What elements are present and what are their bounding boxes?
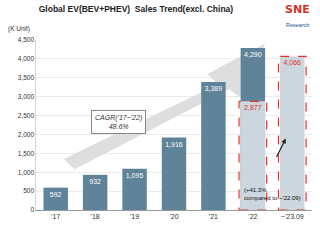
svg-text:'19: '19 — [130, 213, 139, 220]
svg-text:SNE: SNE — [285, 3, 310, 16]
svg-text:'17: '17 — [51, 213, 60, 220]
svg-text:3,000: 3,000 — [18, 93, 35, 100]
svg-text:'20: '20 — [169, 213, 178, 220]
svg-text:500: 500 — [23, 187, 34, 194]
svg-text:2,877: 2,877 — [244, 104, 262, 111]
svg-text:(+41.3%compared to ~'22.09): (+41.3%compared to ~'22.09) — [244, 187, 301, 201]
svg-text:3,389: 3,389 — [205, 85, 223, 92]
svg-text:Global EV(BEV+PHEV) Sales Tre: Global EV(BEV+PHEV) Sales Trend(excl. Ch… — [39, 4, 234, 14]
svg-text:2,000: 2,000 — [18, 131, 35, 138]
svg-text:4,000: 4,000 — [18, 55, 35, 62]
svg-text:'18: '18 — [91, 213, 100, 220]
svg-text:1,095: 1,095 — [126, 172, 144, 179]
svg-text:1,916: 1,916 — [165, 141, 183, 148]
svg-text:'21: '21 — [209, 213, 218, 220]
svg-text:932: 932 — [89, 178, 101, 185]
svg-text:0: 0 — [30, 206, 34, 213]
svg-text:CAGR('17~'22)48.6%: CAGR('17~'22)48.6% — [95, 114, 142, 130]
svg-text:4,066: 4,066 — [283, 59, 301, 66]
svg-text:3,500: 3,500 — [18, 74, 35, 81]
svg-text:'22: '22 — [248, 213, 257, 220]
svg-text:2,500: 2,500 — [18, 112, 35, 119]
svg-text:(K Unit): (K Unit) — [8, 25, 30, 33]
svg-text:4,500: 4,500 — [18, 36, 35, 43]
svg-text:1,500: 1,500 — [18, 150, 35, 157]
svg-text:1,000: 1,000 — [18, 168, 35, 175]
svg-text:Research: Research — [286, 22, 310, 28]
svg-text:~'23.09: ~'23.09 — [281, 213, 304, 220]
svg-text:4,290: 4,290 — [244, 51, 262, 58]
svg-text:592: 592 — [50, 191, 62, 198]
